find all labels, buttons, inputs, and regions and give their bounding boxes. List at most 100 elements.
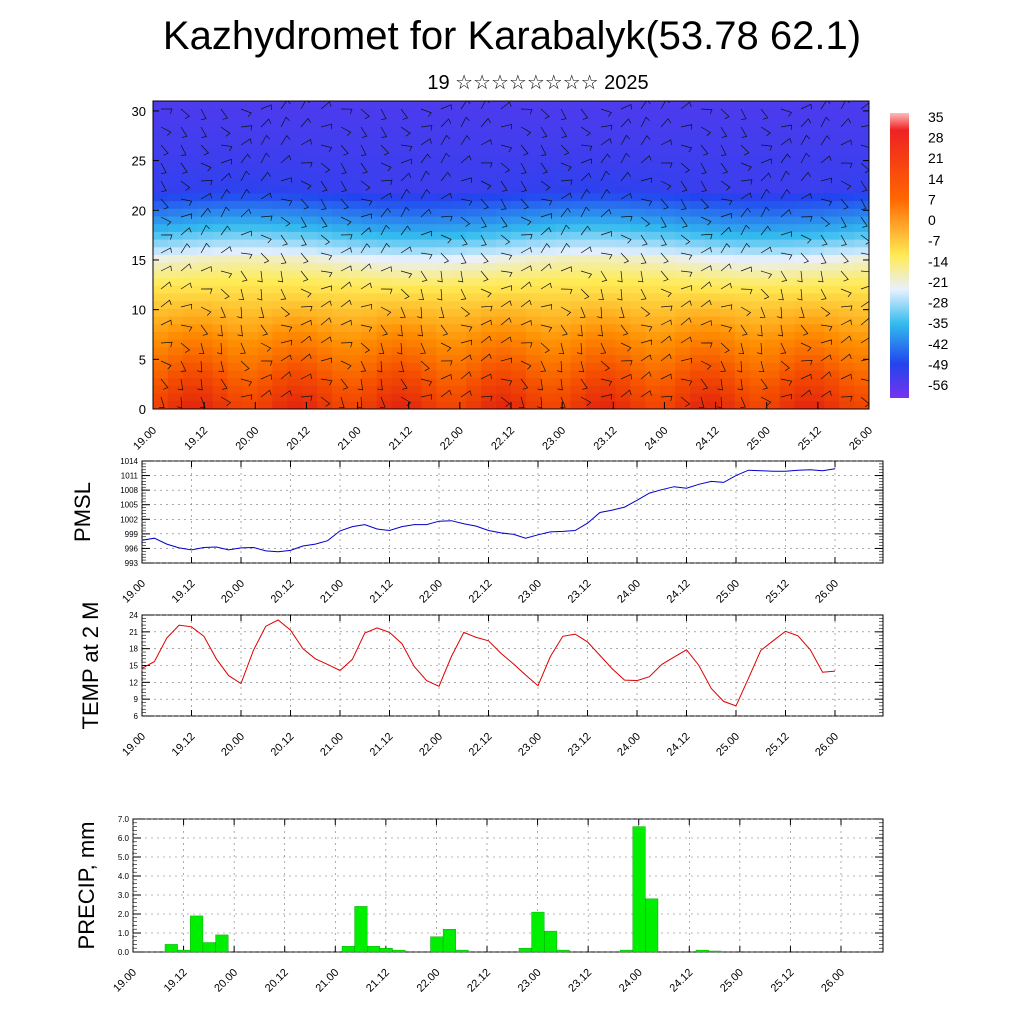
colorbar-label: 14: [928, 171, 944, 187]
y-tick-label: 10: [132, 303, 146, 318]
colorbar-label: 21: [928, 150, 944, 166]
x-tick-label: 25.00: [718, 967, 746, 995]
precip-bar: [354, 906, 368, 953]
x-tick-label: 19.12: [182, 425, 210, 453]
x-tick-label: 19.12: [170, 578, 198, 606]
precip-bar: [619, 949, 633, 953]
colorbar-label: -7: [928, 233, 941, 249]
x-tick-label: 24.00: [615, 731, 643, 759]
precip-bar: [518, 948, 532, 953]
temperature-field: [153, 101, 869, 409]
x-tick-label: 21.00: [318, 578, 346, 606]
y-tick-label: 5: [139, 352, 146, 367]
precip-bar: [531, 911, 545, 953]
x-tick-label: 25.00: [714, 731, 742, 759]
x-tick-label: 22.00: [438, 425, 466, 453]
y-tick-label: 6.0: [118, 834, 130, 843]
panel-frame: [141, 614, 884, 717]
colorbar-label: -28: [928, 295, 948, 311]
x-tick-label: 25.12: [764, 578, 792, 606]
x-tick-label: 24.12: [694, 425, 722, 453]
x-tick-label: 20.00: [219, 731, 247, 759]
x-tick-label: 20.12: [269, 731, 297, 759]
x-tick-label: 22.12: [465, 967, 493, 995]
colorbar-label: 7: [928, 191, 936, 207]
x-tick-label: 23.00: [516, 967, 544, 995]
x-tick-label: 22.00: [417, 731, 445, 759]
x-tick-label: 26.00: [847, 425, 875, 453]
y-tick-label: 18: [129, 645, 138, 654]
x-tick-label: 23.00: [540, 425, 568, 453]
x-tick-label: 26.00: [813, 578, 841, 606]
y-tick-label: 2.0: [118, 910, 130, 919]
x-tick-label: 21.00: [336, 425, 364, 453]
y-tick-label: 1011: [121, 472, 139, 481]
x-tick-label: 22.00: [417, 578, 445, 606]
x-tick-label: 19.12: [162, 967, 190, 995]
x-tick-label: 24.00: [617, 967, 645, 995]
x-tick-label: 25.00: [714, 578, 742, 606]
temperature-line: [141, 619, 836, 707]
precip-bar: [341, 946, 355, 953]
x-tick-label: 24.12: [665, 731, 693, 759]
x-tick-label: 20.00: [212, 967, 240, 995]
precip-bar: [164, 944, 178, 953]
y-tick-label: 21: [129, 628, 138, 637]
x-tick-label: 20.12: [269, 578, 297, 606]
precip-bar: [442, 929, 456, 953]
y-tick-label: 3.0: [118, 891, 130, 900]
x-tick-label: 26.00: [819, 967, 847, 995]
x-tick-label: 22.12: [467, 731, 495, 759]
precip-bar: [202, 942, 216, 953]
chart-subtitle: 19 ☆☆☆☆☆☆☆☆ 2025: [427, 72, 649, 94]
precip-bar: [556, 949, 570, 953]
x-tick-label: 25.12: [769, 967, 797, 995]
x-tick-label: 26.00: [813, 731, 841, 759]
x-tick-label: 25.12: [796, 425, 824, 453]
y-tick-label: 1008: [120, 486, 138, 495]
y-axis-label: TEMP at 2 M: [78, 602, 103, 730]
x-tick-label: 24.12: [665, 578, 693, 606]
y-tick-label: 30: [132, 104, 146, 119]
x-tick-label: 24.00: [615, 578, 643, 606]
x-tick-label: 23.00: [516, 578, 544, 606]
x-tick-label: 19.00: [120, 731, 148, 759]
y-tick-label: 1.0: [118, 929, 130, 938]
precip-bar: [645, 898, 659, 953]
x-tick-label: 22.12: [467, 578, 495, 606]
y-tick-label: 993: [125, 559, 139, 568]
x-tick-label: 22.12: [489, 425, 517, 453]
y-tick-label: 1002: [120, 515, 138, 524]
temperature-panel: 6 9 12 15 18 21 24 19.00 19.12 20.00 20.12 21.00 21.…: [78, 602, 884, 759]
x-tick-label: 25.12: [764, 731, 792, 759]
x-tick-label: 21.12: [364, 967, 392, 995]
y-tick-label: 20: [132, 203, 146, 218]
x-tick-label: 19.00: [131, 425, 159, 453]
x-tick-label: 20.12: [285, 425, 313, 453]
y-tick-label: 6: [134, 712, 139, 721]
y-tick-label: 24: [129, 611, 138, 620]
x-tick-label: 23.00: [516, 731, 544, 759]
x-tick-label: 20.12: [263, 967, 291, 995]
y-tick-label: 1005: [120, 501, 138, 510]
y-axis-label: PMSL: [70, 482, 95, 542]
y-tick-label: 25: [132, 154, 146, 169]
colorbar-label: 35: [928, 109, 944, 125]
colorbar-label: -21: [928, 274, 948, 290]
x-tick-label: 23.12: [566, 731, 594, 759]
x-tick-label: 21.12: [387, 425, 415, 453]
x-tick-label: 23.12: [566, 578, 594, 606]
panel-frame: [141, 460, 884, 564]
y-axis-label: PRECIP, mm: [74, 822, 99, 950]
colorbar-label: -56: [928, 377, 948, 393]
y-tick-label: 7.0: [118, 815, 130, 824]
colorbar: [890, 113, 909, 398]
x-tick-label: 21.00: [318, 731, 346, 759]
y-tick-label: 0: [139, 402, 146, 417]
y-tick-label: 999: [125, 530, 139, 539]
precip-bar: [379, 948, 393, 953]
pmsl-line: [141, 468, 836, 553]
x-tick-label: 23.12: [566, 967, 594, 995]
y-tick-label: 15: [129, 662, 138, 671]
x-tick-label: 19.00: [120, 578, 148, 606]
